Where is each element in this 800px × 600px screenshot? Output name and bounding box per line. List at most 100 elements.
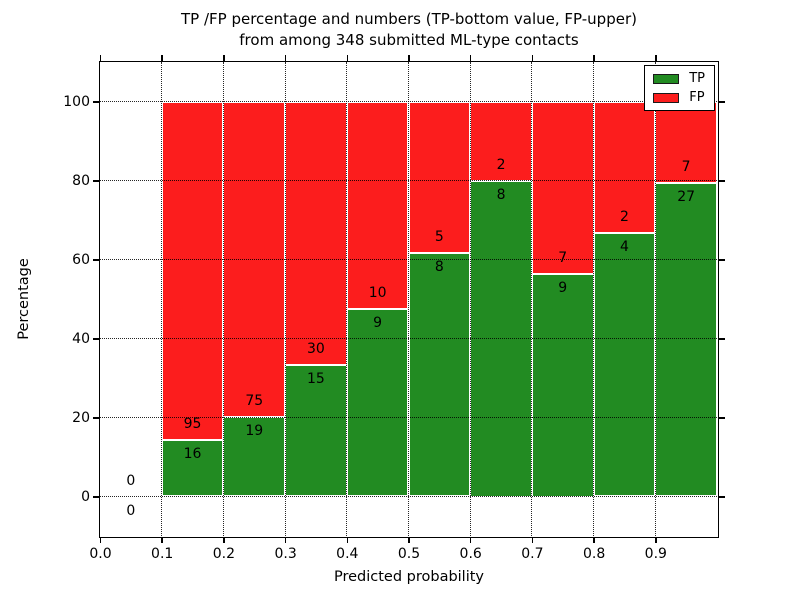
- fp-count-label: 2: [619, 209, 629, 226]
- bar-segment-tp: [531, 274, 594, 497]
- x-tick-top: [469, 55, 472, 61]
- gridline-vertical: [161, 62, 163, 536]
- legend-label-tp: TP: [689, 71, 705, 86]
- fp-count-label: 5: [434, 229, 444, 246]
- tp-swatch-icon: [653, 73, 680, 84]
- y-tick-right: [718, 417, 725, 419]
- y-tick-right: [718, 338, 725, 340]
- x-tick-label: 0.9: [644, 546, 667, 562]
- x-tick-top: [284, 55, 287, 61]
- chart-title-line2: from among 348 submitted ML-type contact…: [239, 31, 579, 49]
- x-tick-label: 0.2: [212, 546, 236, 562]
- gridline-vertical: [469, 62, 471, 536]
- x-tick-label: 0.7: [521, 546, 544, 562]
- tp-count-label: 15: [307, 370, 325, 387]
- x-tick-bottom: [531, 537, 534, 543]
- x-tick-bottom: [223, 537, 225, 543]
- x-tick-top: [346, 55, 349, 61]
- x-tick-label: 0.3: [274, 546, 297, 562]
- x-tick-top: [223, 55, 225, 61]
- y-tick-right: [718, 180, 725, 182]
- x-tick-bottom: [655, 537, 657, 543]
- bar-segment-tp: [655, 182, 717, 497]
- fp-count-label: 75: [245, 392, 264, 409]
- x-tick-bottom: [284, 537, 287, 543]
- x-tick-bottom: [469, 537, 472, 543]
- y-tick-right: [718, 101, 725, 103]
- y-tick-label: 100: [63, 94, 90, 110]
- bar-segment-tp: [593, 233, 656, 497]
- x-tick-top: [408, 55, 410, 61]
- x-tick-bottom: [593, 537, 595, 543]
- bar-segment-fp: [161, 101, 224, 440]
- chart-title: TP /FP percentage and numbers (TP-bottom…: [99, 9, 719, 51]
- y-tick-label: 80: [72, 173, 90, 189]
- x-tick-label: 0.6: [459, 546, 482, 562]
- gridline-vertical: [531, 62, 533, 536]
- x-tick-label: 0.0: [89, 546, 112, 562]
- gridline-vertical: [408, 62, 409, 536]
- tp-count-label: 19: [245, 422, 264, 439]
- y-tick-left: [93, 496, 99, 498]
- fp-count-label: 2: [496, 156, 506, 173]
- y-tick-left: [93, 259, 99, 261]
- tp-count-label: 8: [434, 259, 444, 276]
- gridline-vertical: [654, 62, 656, 536]
- x-tick-label: 0.5: [397, 546, 421, 562]
- x-tick-top: [531, 55, 534, 61]
- y-axis-label: Percentage: [16, 258, 32, 340]
- x-tick-top: [593, 55, 595, 61]
- bar-segment-fp: [346, 101, 409, 310]
- bar-segment-tp: [223, 416, 286, 497]
- fp-count-label: 7: [558, 250, 568, 267]
- x-tick-top: [655, 55, 657, 61]
- tp-count-label: 0: [126, 502, 136, 519]
- x-tick-bottom: [161, 537, 163, 543]
- tp-count-label: 9: [373, 315, 383, 332]
- bar-segment-fp: [531, 101, 594, 275]
- y-tick-label: 40: [72, 331, 90, 347]
- tp-count-label: 8: [496, 186, 506, 203]
- y-tick-right: [718, 496, 725, 498]
- legend-label-fp: FP: [689, 90, 705, 105]
- bar-segment-fp: [285, 101, 347, 365]
- fp-swatch-icon: [653, 92, 680, 103]
- gridline-vertical: [346, 62, 348, 536]
- x-tick-label: 0.1: [151, 546, 174, 562]
- legend: TP FP: [644, 65, 715, 111]
- y-tick-left: [93, 180, 99, 182]
- bar-segment-fp: [470, 101, 532, 181]
- y-tick-left: [93, 101, 99, 103]
- y-tick-left: [93, 417, 99, 419]
- fp-count-label: 7: [681, 158, 691, 175]
- y-tick-right: [718, 259, 725, 261]
- y-tick-left: [93, 338, 99, 340]
- tp-count-label: 27: [677, 188, 696, 205]
- fp-count-label: 95: [183, 415, 202, 432]
- y-tick-label: 0: [81, 489, 90, 505]
- bar-segment-tp: [408, 253, 471, 497]
- x-tick-label: 0.8: [582, 546, 606, 562]
- gridline-vertical: [593, 62, 595, 536]
- legend-row-tp: TP: [653, 72, 705, 85]
- fp-count-label: 10: [368, 285, 387, 302]
- plot-area: 0 0 95 16 75 19 30 15 10 9 5 8 2 8 7 9 2 4 7 27 TP FP: [99, 61, 719, 538]
- bar-segment-tp: [285, 364, 347, 497]
- y-tick-label: 20: [72, 410, 90, 426]
- legend-row-fp: FP: [653, 91, 705, 104]
- tp-count-label: 4: [619, 239, 629, 256]
- x-axis-label: Predicted probability: [333, 569, 485, 585]
- fp-count-label: 30: [307, 340, 325, 357]
- bar-segment-fp: [655, 101, 717, 183]
- gridline-vertical: [284, 62, 286, 536]
- bar-segment-fp: [408, 101, 471, 254]
- tp-count-label: 16: [183, 445, 202, 462]
- fp-count-label: 0: [126, 472, 136, 489]
- x-tick-label: 0.4: [336, 546, 359, 562]
- x-tick-top: [99, 55, 102, 61]
- chart-title-line1: TP /FP percentage and numbers (TP-bottom…: [181, 10, 637, 28]
- x-tick-top: [161, 55, 163, 61]
- gridline-vertical: [222, 62, 224, 536]
- x-tick-bottom: [408, 537, 410, 543]
